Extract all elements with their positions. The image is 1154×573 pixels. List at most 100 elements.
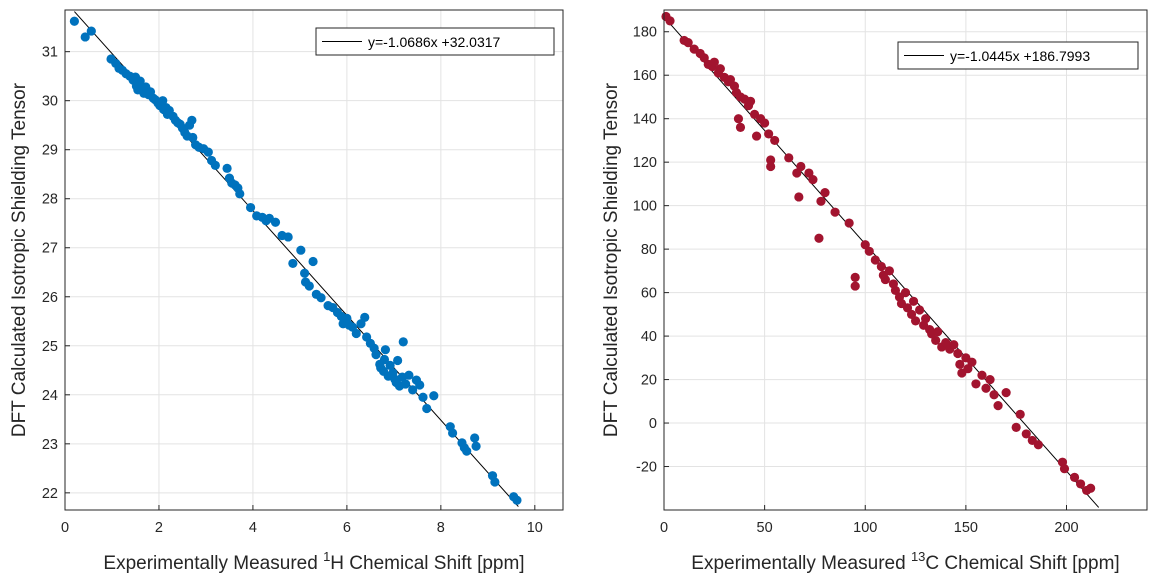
y-tick-label: 25 (42, 339, 58, 355)
x-axis-label: Experimentally Measured 1H Chemical Shif… (103, 549, 524, 573)
data-point (908, 296, 919, 306)
data-point (985, 374, 995, 385)
x-axis-label-superscript: 1 (323, 549, 330, 564)
data-point (158, 96, 168, 106)
data-point (751, 131, 762, 141)
data-point (398, 337, 408, 347)
data-point (422, 403, 432, 414)
data-point (949, 340, 959, 350)
x-tick-label: 200 (1054, 520, 1078, 536)
axes-frame (64, 9, 564, 511)
legend-label: y=-1.0686x +32.0317 (368, 34, 501, 50)
data-point (270, 217, 281, 227)
data-point (300, 268, 310, 278)
data-point (989, 390, 999, 400)
data-point (735, 122, 746, 132)
data-point (1075, 479, 1086, 489)
data-point (415, 380, 425, 390)
data-point (665, 16, 675, 26)
data-point (880, 274, 890, 285)
data-point (429, 391, 439, 401)
x-tick-label: 150 (954, 520, 978, 536)
data-point (404, 370, 414, 380)
data-point (953, 348, 963, 359)
y-tick-label: 60 (641, 286, 657, 302)
x-axis-label-suffix: C Chemical Shift [ppm] (925, 553, 1119, 573)
data-point (884, 266, 895, 276)
data-point (816, 196, 826, 206)
x-tick-label: 6 (343, 520, 351, 536)
x-tick-label: 50 (757, 520, 773, 536)
data-point (764, 129, 774, 139)
data-point (766, 155, 776, 165)
data-point (745, 96, 756, 106)
data-point (1059, 464, 1070, 474)
data-point (914, 305, 925, 315)
legend: y=-1.0686x +32.0317 (315, 27, 555, 56)
carbon-shift-panel: 0 50 100 150 200 -20 0 20 40 60 80 100 120 140 160 180… (601, 9, 1148, 573)
y-tick-label: 26 (42, 290, 58, 306)
y-tick-label: 180 (633, 25, 657, 41)
x-axis-label-prefix: Experimentally Measured (691, 553, 911, 573)
x-tick-label: 2 (155, 520, 163, 536)
y-tick-labels: -20 0 20 40 60 80 100 120 140 160 180 (633, 25, 669, 476)
data-point (1086, 483, 1096, 493)
data-point (900, 288, 911, 298)
data-point (401, 379, 411, 389)
y-tick-label: 160 (633, 68, 657, 84)
grid-lines (64, 10, 563, 510)
x-tick-label: 0 (660, 520, 668, 536)
y-tick-label: 80 (641, 242, 657, 258)
data-point (760, 118, 770, 128)
data-point (971, 379, 981, 389)
x-axis-label: Experimentally Measured 13C Chemical Shi… (691, 549, 1119, 573)
data-point (471, 441, 481, 451)
data-point (870, 255, 880, 265)
data-point (80, 32, 90, 42)
data-point (733, 114, 744, 124)
data-point (864, 246, 874, 256)
data-point (490, 477, 500, 487)
data-point (288, 258, 298, 269)
y-tick-label: 23 (42, 437, 58, 453)
y-tick-label: 28 (42, 192, 58, 208)
y-tick-label: 40 (641, 329, 657, 345)
data-point (283, 232, 293, 242)
data-point (844, 218, 854, 228)
data-point (1069, 472, 1080, 482)
data-point (683, 38, 693, 48)
data-point (86, 26, 96, 36)
data-point (380, 345, 391, 355)
data-point (188, 132, 198, 143)
data-point (933, 327, 943, 337)
legend-label: y=-1.0445x +186.7993 (950, 48, 1090, 64)
x-axis-label-superscript: 13 (911, 549, 925, 564)
data-point (1033, 440, 1043, 450)
data-point (876, 261, 886, 272)
data-point (993, 401, 1003, 411)
data-point (235, 189, 245, 199)
data-point (820, 188, 830, 198)
data-points (69, 16, 522, 505)
data-point (135, 76, 145, 86)
data-point (850, 272, 860, 282)
y-tick-label: 120 (633, 155, 657, 171)
y-tick-label: 100 (633, 199, 657, 215)
data-point (512, 495, 522, 505)
data-point (360, 312, 370, 322)
y-tick-label: -20 (636, 460, 657, 476)
axes-frame (663, 9, 1148, 511)
data-point (715, 64, 725, 74)
data-point (296, 245, 306, 255)
data-point (709, 57, 719, 67)
data-point (814, 233, 824, 243)
data-point (316, 293, 326, 303)
x-tick-label: 0 (61, 520, 69, 536)
data-points (661, 11, 1096, 496)
y-tick-label: 24 (42, 388, 58, 404)
data-point (304, 281, 314, 291)
x-tick-label: 8 (437, 520, 445, 536)
x-axis-label-suffix: H Chemical Shift [ppm] (330, 553, 524, 573)
